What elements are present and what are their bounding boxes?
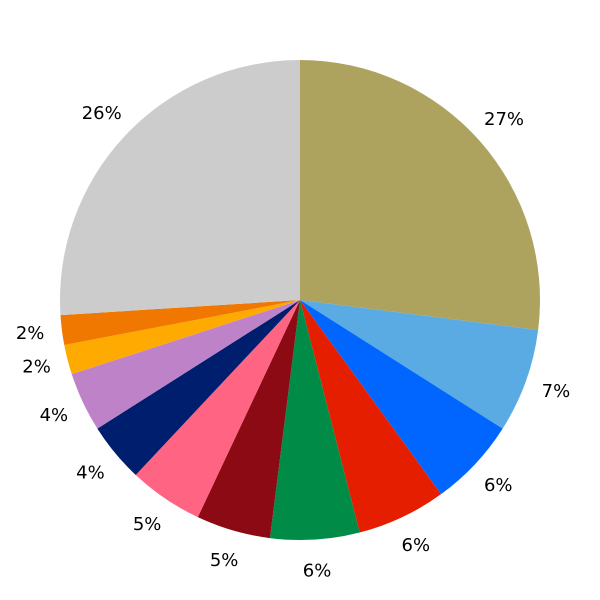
- data-label: 6%: [484, 475, 513, 496]
- data-label: 4%: [40, 405, 69, 426]
- pie-slice: [97, 300, 300, 475]
- pie-slice: [135, 300, 300, 518]
- data-label: 2%: [16, 323, 45, 344]
- data-label: 26%: [82, 103, 122, 124]
- data-label: 6%: [303, 560, 332, 581]
- data-label: 27%: [484, 109, 524, 130]
- pie-slice: [59, 60, 300, 316]
- pie-slice: [60, 300, 300, 345]
- data-label: 2%: [22, 357, 51, 378]
- pie-slice: [197, 300, 300, 539]
- pie-slice: [71, 300, 301, 429]
- data-label: 5%: [133, 514, 162, 535]
- pie-slice: [300, 300, 539, 429]
- pie-slice: [64, 300, 300, 375]
- pie-slice: [269, 300, 360, 540]
- data-label: 7%: [542, 381, 571, 402]
- data-label: 5%: [210, 550, 239, 571]
- data-label: 4%: [76, 462, 105, 483]
- pie-slice: [300, 300, 503, 495]
- pie-slice: [300, 300, 442, 533]
- data-label: 6%: [402, 535, 431, 556]
- pie-slice: [300, 60, 540, 331]
